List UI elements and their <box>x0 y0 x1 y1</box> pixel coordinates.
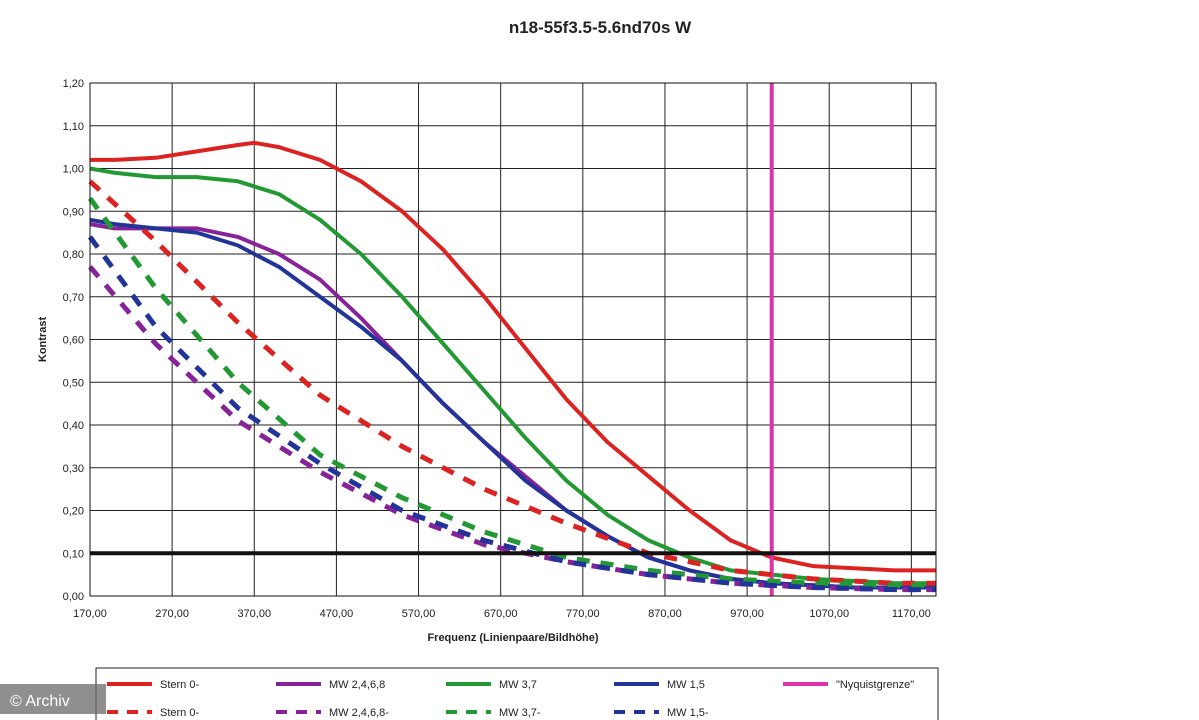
plot-frame <box>89 82 937 597</box>
x-tick-label: 970,00 <box>730 608 764 620</box>
x-tick-label: 170,00 <box>73 608 107 620</box>
legend: Stern 0- MW 2,4,6,8 MW 3,7 MW 1,5 "Nyquistgr… <box>95 667 939 720</box>
grid <box>89 82 936 597</box>
y-tick-label: 1,20 <box>63 78 84 90</box>
legend-label: MW 1,5 <box>667 679 705 691</box>
series-line-2 <box>89 222 936 590</box>
x-tick-label: 870,00 <box>648 608 682 620</box>
y-tick-label: 1,10 <box>63 121 84 133</box>
legend-label: MW 3,7 <box>499 679 537 691</box>
y-tick-label: 0,00 <box>63 591 84 603</box>
series-line-9 <box>87 235 936 593</box>
y-tick-label: 0,70 <box>63 292 84 304</box>
y-axis-label: Kontrast <box>37 317 49 363</box>
y-tick-label: 0,50 <box>63 377 84 389</box>
y-tick-label: 1,00 <box>63 164 84 176</box>
legend-label: MW 2,4,6,8- <box>329 707 389 719</box>
series-line-4 <box>89 217 936 590</box>
y-tick-label: 0,60 <box>63 335 84 347</box>
x-tick-label: 270,00 <box>155 608 189 620</box>
legend-label: Stern 0- <box>160 707 199 719</box>
x-tick-label: 570,00 <box>402 608 436 620</box>
series-line-1 <box>90 140 936 573</box>
y-tick-label: 0,20 <box>63 506 84 518</box>
series-line-8 <box>87 196 936 588</box>
y-tick-label: 0,30 <box>63 463 84 475</box>
chart-title: n18-55f3.5-5.6nd70s W <box>509 18 692 37</box>
legend-label: "Nyquistgrenze" <box>836 679 914 691</box>
x-tick-label: 670,00 <box>484 608 518 620</box>
x-tick-label: 470,00 <box>320 608 354 620</box>
x-axis-label: Frequenz (Linienpaare/Bildhöhe) <box>427 632 598 644</box>
x-tick-label: 370,00 <box>237 608 271 620</box>
y-tick-label: 0,10 <box>63 548 84 560</box>
x-tick-labels: 170,00 270,00 370,00 470,00 570,00 670,00 770,… <box>73 608 931 620</box>
watermark: © Archiv <box>0 684 106 714</box>
x-tick-label: 1070,00 <box>809 608 849 620</box>
legend-label: MW 2,4,6,8 <box>329 679 385 691</box>
series-layer <box>87 83 936 596</box>
watermark-background <box>0 684 106 714</box>
y-tick-labels: 0,00 0,10 0,20 0,30 0,40 0,50 0,60 0,70 0,80 0,90… <box>63 78 84 603</box>
x-tick-label: 770,00 <box>566 608 600 620</box>
legend-label: Stern 0- <box>160 679 199 691</box>
y-tick-label: 0,80 <box>63 249 84 261</box>
legend-label: MW 1,5- <box>667 707 709 719</box>
y-tick-label: 0,90 <box>63 206 84 218</box>
y-tick-label: 0,40 <box>63 420 84 432</box>
watermark-text: © Archiv <box>10 693 70 710</box>
legend-label: MW 3,7- <box>499 707 541 719</box>
x-tick-label: 1170,00 <box>892 608 931 620</box>
